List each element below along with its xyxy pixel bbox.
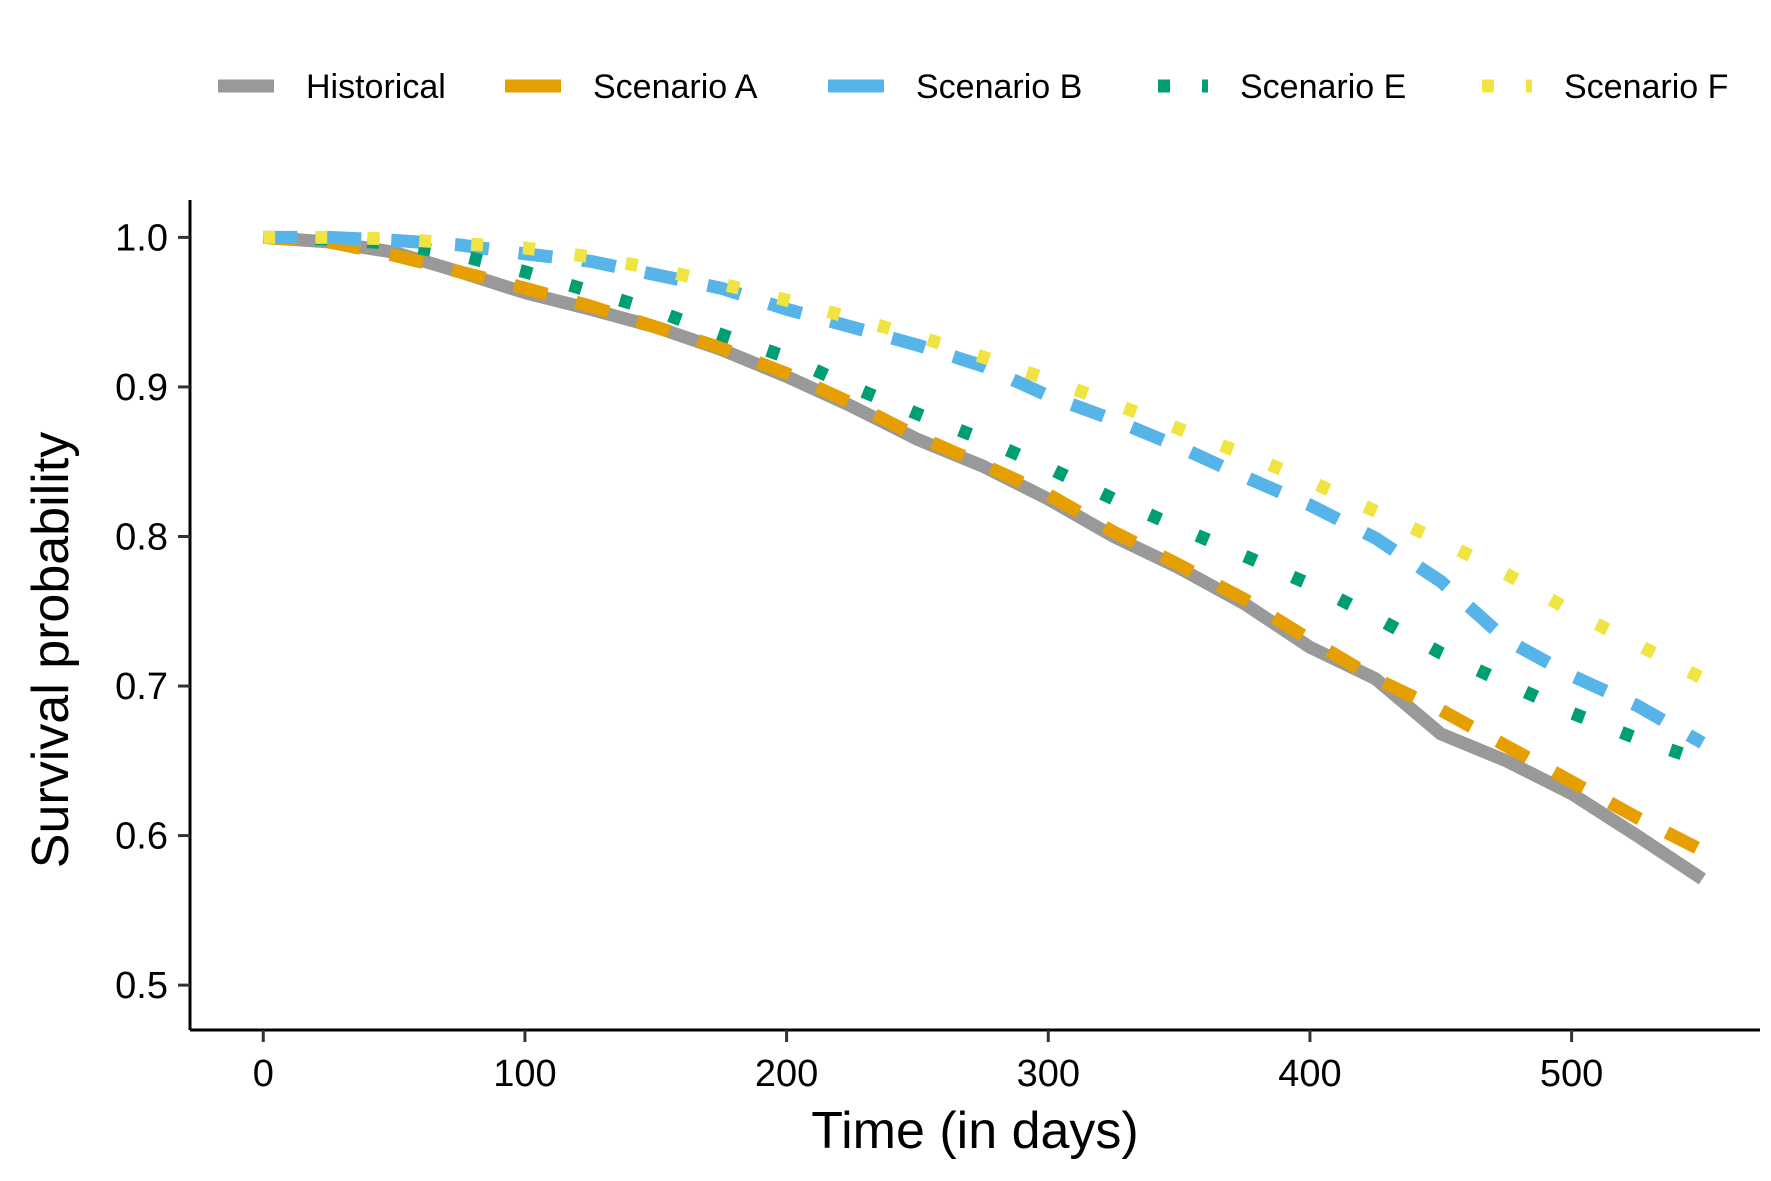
y-tick-label: 0.6 [115, 816, 168, 858]
x-tick-label: 0 [253, 1053, 274, 1095]
legend-label: Scenario E [1240, 68, 1406, 106]
x-tick-label: 200 [755, 1053, 818, 1095]
series-line-historical [262, 230, 1706, 885]
legend-label: Historical [306, 68, 446, 106]
x-tick-label: 300 [1017, 1053, 1080, 1095]
y-tick-label: 0.8 [115, 516, 168, 558]
series-line-scenario-e [263, 230, 1705, 767]
x-axis-ticks: 0 100 200 300 400 500 [253, 1030, 1603, 1095]
y-tick-label: 0.7 [115, 666, 168, 708]
x-axis-title: Time (in days) [811, 1102, 1138, 1160]
y-tick-label: 1.0 [115, 217, 168, 259]
x-tick-label: 100 [493, 1053, 556, 1095]
series-line-scenario-a [262, 230, 1706, 857]
y-tick-label: 0.9 [115, 367, 168, 409]
series-line-scenario-f [263, 230, 1706, 685]
x-tick-label: 500 [1540, 1053, 1603, 1095]
legend-label: Scenario F [1564, 68, 1728, 106]
legend-label: Scenario B [916, 68, 1082, 106]
legend: Historical Scenario A Scenario B Scenario E… [218, 68, 1728, 106]
y-axis-title: Survival probability [22, 432, 80, 868]
series-line-scenario-b [263, 230, 1706, 749]
y-tick-label: 0.5 [115, 965, 168, 1007]
legend-label: Scenario A [593, 68, 758, 106]
y-axis-ticks: 0.5 0.6 0.7 0.8 0.9 1.0 [115, 217, 190, 1007]
series-layer [262, 230, 1706, 885]
x-tick-label: 400 [1278, 1053, 1341, 1095]
